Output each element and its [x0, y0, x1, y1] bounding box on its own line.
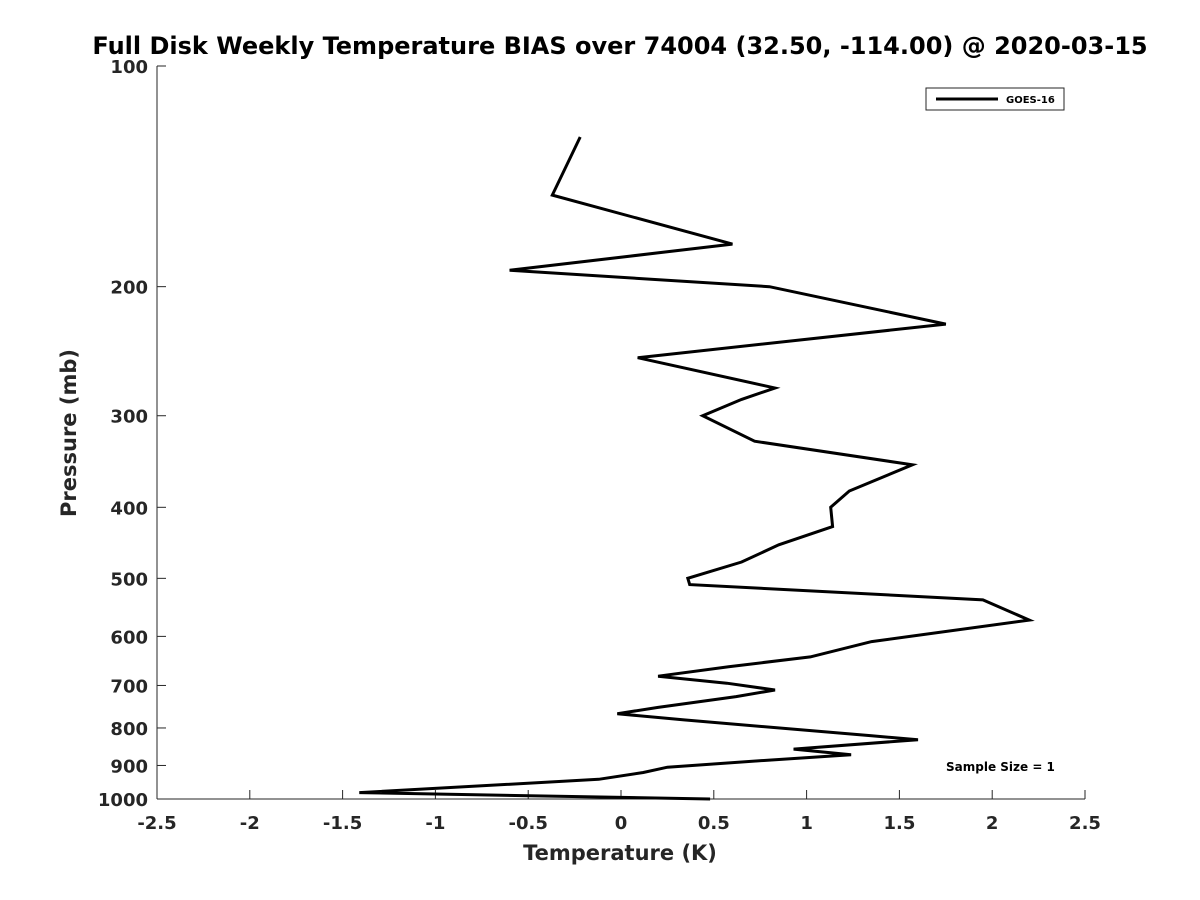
x-axis-ticks: -2.5 -2 -1.5 -1 -0.5 0 0.5 1 1.5 2 2.5 [137, 790, 1101, 834]
x-tick-label: -2 [240, 813, 260, 834]
y-tick-label: 300 [110, 407, 148, 428]
sample-size-annotation: Sample Size = 1 [946, 760, 1055, 774]
x-axis-label: Temperature (K) [523, 841, 717, 865]
x-tick-label: 0.5 [698, 813, 730, 834]
y-tick-label: 900 [110, 756, 148, 777]
y-tick-label: 100 [110, 57, 148, 78]
y-tick-label: 500 [110, 569, 148, 590]
y-tick-label: 1000 [98, 790, 148, 811]
chart-title: Full Disk Weekly Temperature BIAS over 7… [92, 32, 1147, 60]
y-tick-label: 400 [110, 498, 148, 519]
y-tick-label: 600 [110, 627, 148, 648]
y-axis-ticks: 100 200 300 400 500 600 700 800 900 1000 [98, 57, 166, 811]
legend-label: GOES-16 [1006, 95, 1055, 106]
series-line-goes-16 [359, 136, 1035, 801]
x-tick-label: 1.5 [883, 813, 915, 834]
x-tick-label: 2 [986, 813, 999, 834]
y-tick-label: 800 [110, 719, 148, 740]
x-tick-label: -2.5 [137, 813, 176, 834]
x-tick-label: 0 [615, 813, 628, 834]
x-tick-label: -0.5 [509, 813, 548, 834]
x-tick-label: -1 [425, 813, 445, 834]
x-tick-label: 1 [800, 813, 813, 834]
axes [156, 66, 1085, 800]
y-axis-label: Pressure (mb) [57, 349, 81, 517]
y-tick-label: 200 [110, 278, 148, 299]
series-layer [359, 136, 1035, 801]
y-tick-label: 700 [110, 676, 148, 697]
legend: GOES-16 [925, 87, 1065, 111]
x-tick-label: -1.5 [323, 813, 362, 834]
x-tick-label: 2.5 [1069, 813, 1101, 834]
